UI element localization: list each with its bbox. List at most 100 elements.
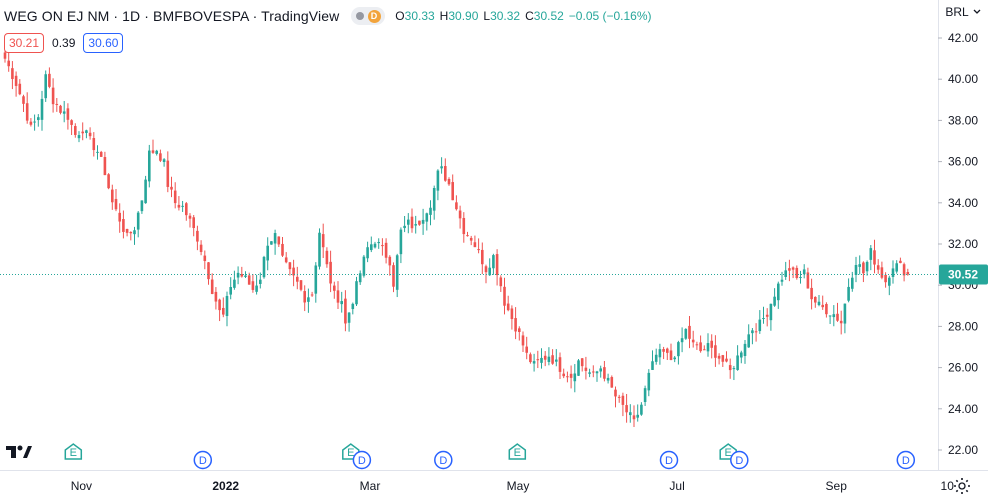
candle-body: [777, 283, 780, 301]
candle-body: [410, 216, 414, 229]
candle-body: [603, 367, 606, 379]
candle-body: [277, 236, 281, 245]
candle-body: [25, 103, 29, 121]
candle-body: [799, 277, 802, 279]
candle-body: [418, 220, 421, 225]
sell-button[interactable]: 30.21: [4, 33, 45, 53]
candle-body: [266, 245, 269, 261]
candle-body: [321, 234, 325, 248]
market-status-pill[interactable]: D: [351, 7, 386, 25]
symbol-title[interactable]: WEG ON EJ NM · 1D · BMFBOVESPA · Trading…: [4, 8, 340, 24]
dividend-marker[interactable]: D: [896, 450, 916, 470]
price-tick-label: 34.00: [948, 196, 978, 210]
dividend-marker[interactable]: D: [730, 450, 749, 470]
buy-button[interactable]: 30.60: [83, 33, 124, 53]
candle-body: [14, 75, 18, 86]
candle-body: [610, 377, 614, 388]
candle-body: [403, 225, 406, 229]
earnings-badge: [64, 443, 83, 460]
candle-body: [621, 395, 625, 405]
candle-body: [547, 356, 551, 362]
change-value: −0.05 (−0.16%): [568, 9, 652, 23]
symbol-legend[interactable]: WEG ON EJ NM · 1D · BMFBOVESPA · Trading…: [4, 6, 652, 26]
earnings-letter: E: [514, 447, 521, 459]
candle-body: [148, 150, 151, 182]
candle-body: [518, 328, 521, 333]
candle-body: [876, 265, 880, 270]
candle-body: [477, 249, 480, 251]
dividend-marker[interactable]: D: [193, 450, 213, 470]
candle-body: [606, 377, 610, 381]
candle-body: [122, 219, 125, 232]
candle-body: [488, 267, 491, 276]
currency-selector[interactable]: BRL: [940, 2, 986, 22]
close-value: 30.52: [533, 9, 564, 23]
gear-icon[interactable]: [952, 476, 972, 496]
dividend-marker[interactable]: D: [659, 450, 679, 470]
dividend-letter: D: [735, 455, 743, 467]
candle-body: [299, 280, 303, 290]
candle-body: [625, 405, 628, 413]
candle-body: [236, 272, 240, 278]
candle-body: [836, 313, 839, 321]
candle-body: [366, 247, 369, 259]
last-price-tag: 30.52: [939, 264, 988, 285]
candle-body: [780, 279, 784, 282]
candle-body: [717, 355, 721, 359]
candle-body: [96, 151, 99, 153]
candle-body: [55, 103, 59, 105]
dividend-letter: D: [199, 455, 207, 467]
candle-body: [251, 281, 255, 290]
time-axis[interactable]: Nov 2022 Mar May Jul Sep 10: [71, 479, 954, 493]
candle-body: [218, 299, 221, 311]
earnings-marker[interactable]: E: [64, 443, 83, 460]
currency-label: BRL: [945, 5, 969, 19]
candle-body: [307, 297, 310, 302]
candle-body: [514, 318, 517, 332]
candle-body: [832, 314, 836, 318]
candle-body: [33, 121, 36, 123]
candle-body: [210, 279, 214, 294]
candle-body: [765, 314, 769, 317]
earnings-marker[interactable]: E: [508, 443, 527, 460]
price-tick-label: 26.00: [948, 361, 978, 375]
candle-body: [314, 265, 318, 294]
dividend-marker[interactable]: D: [434, 450, 453, 470]
dividend-letter: D: [439, 455, 447, 467]
candle-body: [310, 294, 314, 296]
candle-body: [70, 120, 73, 125]
candle-body: [614, 389, 617, 397]
candle-body: [651, 361, 654, 370]
candle-body: [214, 291, 218, 302]
candle-body: [843, 303, 847, 324]
candle-body: [196, 230, 199, 242]
candle-body: [551, 355, 554, 364]
candle-body: [222, 307, 225, 315]
spread-value: 0.39: [52, 36, 76, 50]
candle-body: [677, 342, 680, 357]
candle-body: [440, 166, 443, 169]
candle-body: [74, 126, 77, 135]
svg-text:30.52: 30.52: [948, 267, 978, 281]
candle-body: [847, 286, 850, 301]
candle-body: [662, 349, 665, 352]
candle-body: [473, 242, 477, 248]
trade-buttons[interactable]: 30.21 0.39 30.60: [4, 32, 124, 54]
candle-body: [92, 138, 96, 151]
dividend-marker[interactable]: D: [352, 450, 372, 470]
price-tick-label: 38.00: [948, 113, 978, 127]
candle-body: [525, 346, 528, 353]
price-axis[interactable]: 42.0040.0038.0036.0034.0032.0030.0028.00…: [938, 31, 978, 457]
candle-body: [259, 279, 262, 284]
candle-body: [429, 207, 432, 215]
candle-body: [85, 130, 88, 133]
candle-body: [481, 249, 484, 265]
tradingview-logo-icon[interactable]: [4, 440, 32, 464]
low-key: L: [483, 9, 491, 23]
earnings-letter: E: [70, 447, 77, 459]
candle-body: [18, 83, 22, 95]
candle-body: [754, 331, 758, 333]
